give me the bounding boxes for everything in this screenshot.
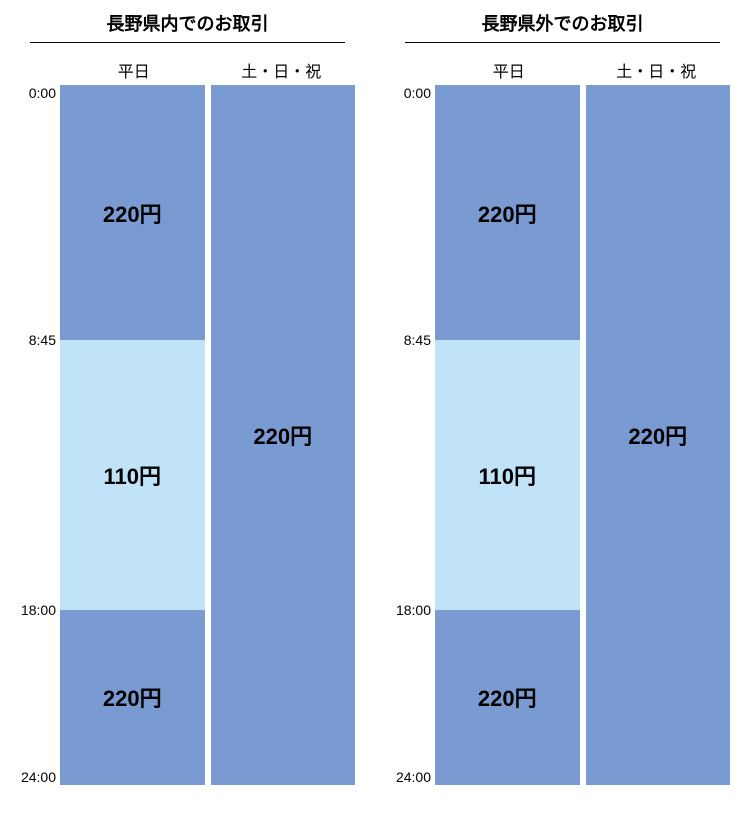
time-label: 0:00	[404, 85, 431, 101]
fee-segment: 220円	[435, 85, 580, 340]
column-headers: 平日 土・日・祝	[435, 55, 730, 85]
time-axis-labels: 0:00 8:45 18:00 24:00	[385, 85, 433, 785]
time-label: 18:00	[396, 602, 431, 618]
columns-area: 平日 土・日・祝 0:008:4518:0024:00 220円110円220円…	[60, 55, 355, 785]
column-weekend: 220円	[586, 85, 731, 785]
columns-area: 平日 土・日・祝 0:008:4518:0024:00 220円110円220円…	[435, 55, 730, 785]
time-label: 0:00	[29, 85, 56, 101]
panel-inside-nagano: 長野県内でのお取引 平日 土・日・祝 0:008:4518:0024:00 22…	[0, 0, 375, 816]
column-weekday: 220円110円220円	[435, 85, 580, 785]
column-weekday: 220円110円220円	[60, 85, 205, 785]
column-header-weekday: 平日	[435, 58, 583, 82]
time-label: 24:00	[21, 769, 56, 785]
chart-body: 0:008:4518:0024:00 220円110円220円 220円	[435, 85, 730, 785]
panel-outside-nagano: 長野県外でのお取引 平日 土・日・祝 0:008:4518:0024:00 22…	[375, 0, 750, 816]
panel-title: 長野県外でのお取引	[405, 0, 720, 43]
fee-segment: 110円	[60, 340, 205, 610]
chart-body: 0:008:4518:0024:00 220円110円220円 220円	[60, 85, 355, 785]
fee-segment: 220円	[60, 85, 205, 340]
column-header-weekend: 土・日・祝	[208, 58, 356, 82]
fee-segment: 220円	[211, 85, 356, 785]
time-label: 24:00	[396, 769, 431, 785]
fee-segment: 220円	[60, 610, 205, 785]
column-headers: 平日 土・日・祝	[60, 55, 355, 85]
time-label: 18:00	[21, 602, 56, 618]
time-label: 8:45	[29, 332, 56, 348]
panel-title: 長野県内でのお取引	[30, 0, 345, 43]
fee-segment: 220円	[586, 85, 731, 785]
column-header-weekday: 平日	[60, 58, 208, 82]
time-label: 8:45	[404, 332, 431, 348]
column-weekend: 220円	[211, 85, 356, 785]
fee-segment: 220円	[435, 610, 580, 785]
column-header-weekend: 土・日・祝	[583, 58, 731, 82]
fee-schedule-chart: 長野県内でのお取引 平日 土・日・祝 0:008:4518:0024:00 22…	[0, 0, 750, 816]
fee-segment: 110円	[435, 340, 580, 610]
time-axis-labels: 0:00 8:45 18:00 24:00	[10, 85, 58, 785]
